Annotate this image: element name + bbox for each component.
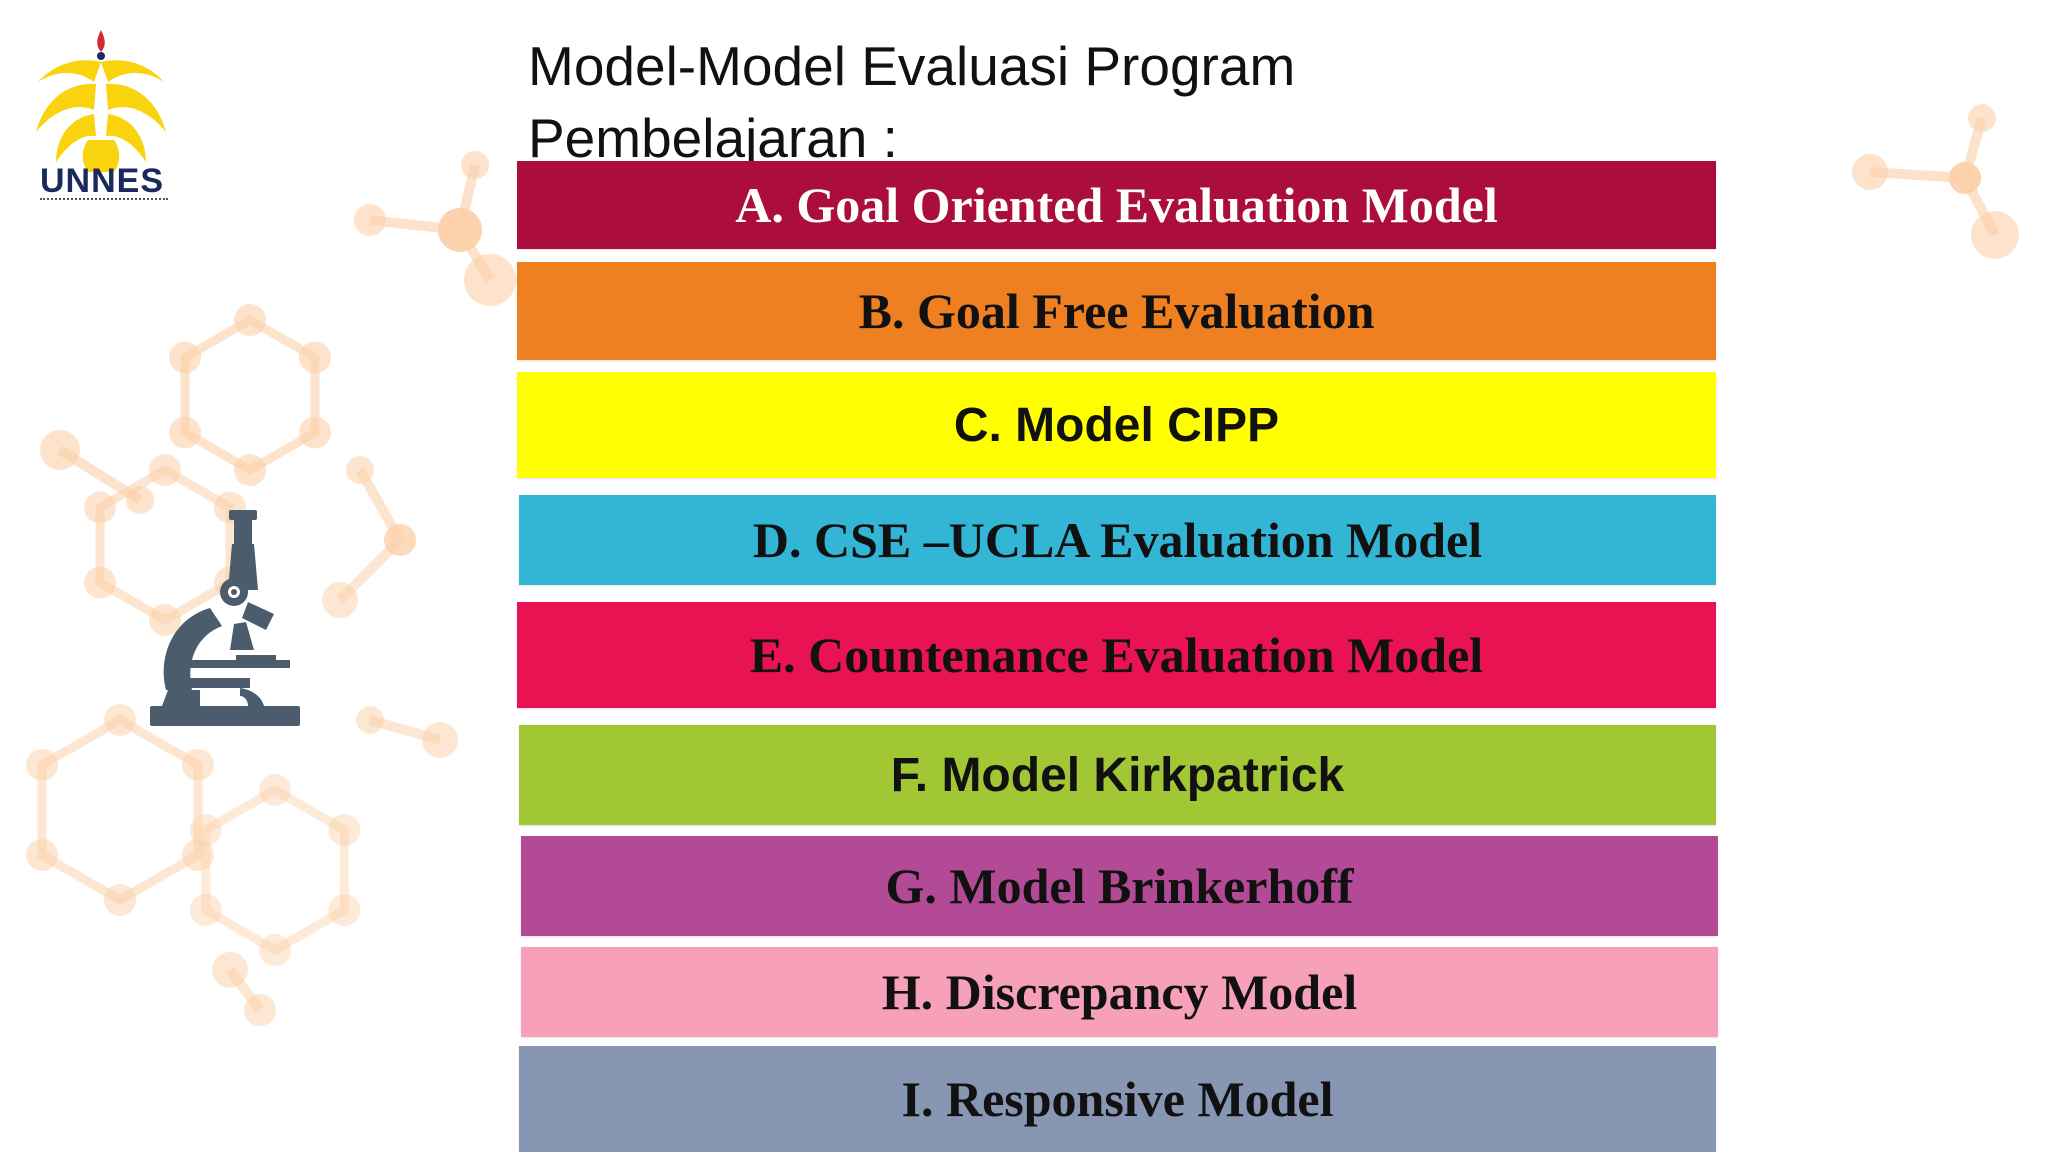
model-item-b: B. Goal Free Evaluation: [517, 262, 1716, 360]
page-title: Model-Model Evaluasi Program Pembelajara…: [528, 30, 1528, 174]
logo-subtitle-line: [40, 198, 168, 204]
unnes-logo-icon: [36, 30, 166, 172]
model-item-h: H. Discrepancy Model: [521, 947, 1718, 1037]
model-item-a: A. Goal Oriented Evaluation Model: [517, 161, 1716, 249]
model-item-i: I. Responsive Model: [519, 1046, 1716, 1152]
title-line-1: Model-Model Evaluasi Program: [528, 35, 1296, 97]
title-line-2: Pembelajaran :: [528, 107, 898, 169]
model-item-e: E. Countenance Evaluation Model: [517, 602, 1716, 708]
model-item-d: D. CSE –UCLA Evaluation Model: [519, 495, 1716, 585]
model-item-c: C. Model CIPP: [517, 372, 1716, 478]
model-item-f: F. Model Kirkpatrick: [519, 725, 1716, 825]
microscope-icon: [150, 510, 300, 726]
model-item-g: G. Model Brinkerhoff: [521, 836, 1718, 936]
logo-text: UNNES: [40, 162, 165, 200]
